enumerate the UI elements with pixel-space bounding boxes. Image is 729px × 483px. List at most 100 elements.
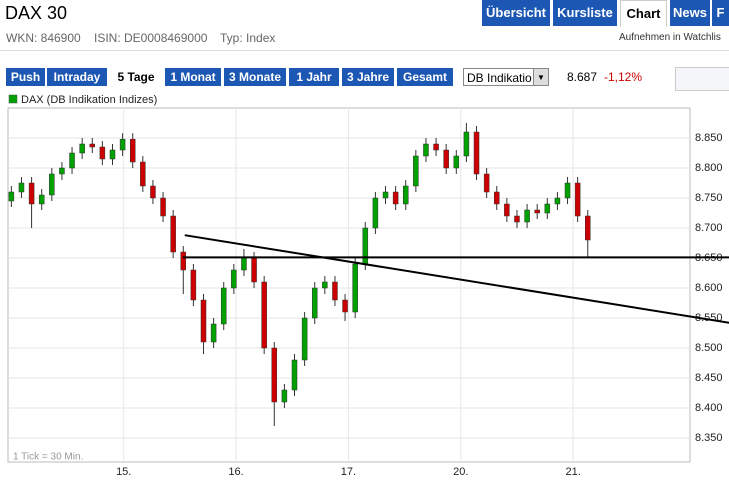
- candle-body: [322, 281, 328, 289]
- candle-body: [473, 131, 480, 175]
- candle-body: [170, 215, 176, 253]
- source-text: DB Indikatio: [467, 71, 532, 85]
- candle-body: [180, 251, 187, 271]
- dropdown-arrow: ▼: [533, 69, 548, 85]
- watchlist-link[interactable]: Aufnehmen in Watchlis: [619, 32, 721, 43]
- candle-body: [69, 152, 75, 169]
- mini-chart[interactable]: [675, 67, 729, 91]
- range-button[interactable]: Push: [6, 68, 45, 86]
- y-tick-label: 8.450: [695, 372, 723, 384]
- trend-line: [184, 234, 729, 324]
- range-button[interactable]: 5 Tage: [110, 68, 162, 86]
- candle-body: [129, 138, 136, 163]
- candle-body: [251, 257, 257, 283]
- candle-body: [352, 263, 358, 313]
- tab[interactable]: Übersicht: [482, 0, 550, 26]
- y-tick-label: 8.700: [695, 222, 723, 234]
- candle-body: [28, 182, 35, 205]
- candle-body: [49, 173, 55, 196]
- candle-body: [392, 191, 399, 205]
- candle-body: [200, 299, 207, 343]
- range-button[interactable]: 3 Monate: [224, 68, 286, 86]
- candle-body: [89, 143, 96, 148]
- candle-body: [291, 359, 298, 391]
- wkn: WKN: 846900: [6, 31, 81, 45]
- candle-body: [79, 143, 85, 154]
- x-tick-label: 15.: [116, 466, 131, 478]
- candle-body: [231, 269, 237, 289]
- candle-body: [585, 215, 591, 241]
- title: DAX 30: [5, 3, 68, 23]
- candle-body: [160, 197, 166, 217]
- tab[interactable]: Chart: [620, 0, 667, 27]
- legend-swatch: [8, 94, 18, 104]
- candle-body: [493, 191, 500, 205]
- y-tick-label: 8.800: [695, 162, 723, 174]
- typ: Typ: Index: [220, 31, 276, 45]
- candle-body: [342, 299, 348, 313]
- y-tick-label: 8.500: [695, 342, 723, 354]
- y-tick-label: 8.750: [695, 192, 723, 204]
- candle-body: [332, 281, 338, 301]
- candle-body: [463, 131, 470, 157]
- candle-body: [534, 209, 540, 214]
- range-button[interactable]: 1 Monat: [165, 68, 221, 86]
- candle-body: [574, 182, 581, 217]
- tab[interactable]: F: [712, 0, 729, 26]
- candle-body: [554, 197, 561, 205]
- x-tick-label: 20.: [453, 466, 468, 478]
- y-tick-label: 8.600: [695, 282, 723, 294]
- source-select[interactable]: DB Indikatio ▼: [463, 68, 549, 86]
- separator: [0, 50, 729, 51]
- candle-body: [241, 257, 247, 271]
- x-tick-label: 21.: [566, 466, 581, 478]
- candle-body: [109, 149, 116, 160]
- candle-body: [433, 143, 439, 151]
- candle-body: [524, 209, 530, 223]
- candle-body: [423, 143, 429, 157]
- price: 8.687: [567, 70, 598, 84]
- candle-body: [18, 182, 25, 193]
- range-button[interactable]: 3 Jahre: [342, 68, 394, 86]
- candle-body: [38, 194, 45, 205]
- candle-body: [220, 287, 227, 325]
- range-button[interactable]: Intraday: [47, 68, 107, 86]
- candle-body: [140, 161, 146, 187]
- legend-text: DAX (DB Indikation Indizes): [21, 94, 157, 106]
- candle-body: [514, 215, 520, 223]
- isin: ISIN: DE0008469000: [94, 31, 208, 45]
- y-tick-label: 8.850: [695, 132, 723, 144]
- candle-body: [271, 347, 278, 403]
- candle-body: [190, 269, 197, 301]
- candle-body: [564, 182, 571, 199]
- candle-body: [382, 191, 389, 199]
- y-tick-label: 8.400: [695, 402, 723, 414]
- candle-body: [150, 185, 156, 199]
- tab[interactable]: Kursliste: [553, 0, 617, 26]
- candle-body: [8, 191, 15, 202]
- y-tick-label: 8.350: [695, 432, 723, 444]
- candle-body: [311, 287, 318, 319]
- candle-body: [413, 155, 419, 187]
- candle-body: [453, 155, 460, 169]
- x-tick-label: 17.: [341, 466, 356, 478]
- candle-body: [362, 227, 369, 265]
- tab[interactable]: News: [670, 0, 710, 26]
- candle-body: [261, 281, 267, 349]
- candle-body: [402, 185, 409, 205]
- candle-body: [301, 317, 308, 361]
- candle-body: [483, 173, 490, 193]
- change: -1,12%: [604, 70, 643, 84]
- candle-body: [119, 138, 126, 151]
- candle-body: [443, 149, 449, 169]
- candle-body: [281, 389, 288, 403]
- candle-body: [504, 203, 510, 217]
- candle-body: [372, 197, 379, 229]
- footnote: 1 Tick = 30 Min.: [13, 452, 83, 463]
- range-button[interactable]: 1 Jahr: [289, 68, 339, 86]
- plot-frame: [7, 107, 691, 463]
- range-button[interactable]: Gesamt: [397, 68, 453, 86]
- candle-body: [59, 167, 65, 175]
